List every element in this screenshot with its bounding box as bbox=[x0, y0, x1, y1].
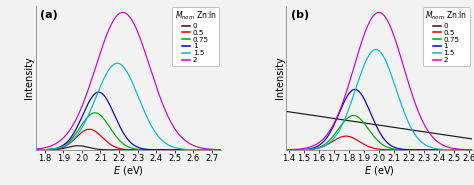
X-axis label: $E$ (eV): $E$ (eV) bbox=[364, 164, 394, 177]
X-axis label: $E$ (eV): $E$ (eV) bbox=[113, 164, 144, 177]
Text: (a): (a) bbox=[40, 10, 58, 20]
Y-axis label: Intensity: Intensity bbox=[24, 56, 34, 99]
Legend: 0, 0.5, 0.75, 1, 1.5, 2: 0, 0.5, 0.75, 1, 1.5, 2 bbox=[422, 7, 470, 65]
Y-axis label: Intensity: Intensity bbox=[274, 56, 285, 99]
Text: (b): (b) bbox=[291, 10, 309, 20]
Legend: 0, 0.5, 0.75, 1, 1.5, 2: 0, 0.5, 0.75, 1, 1.5, 2 bbox=[172, 7, 219, 65]
